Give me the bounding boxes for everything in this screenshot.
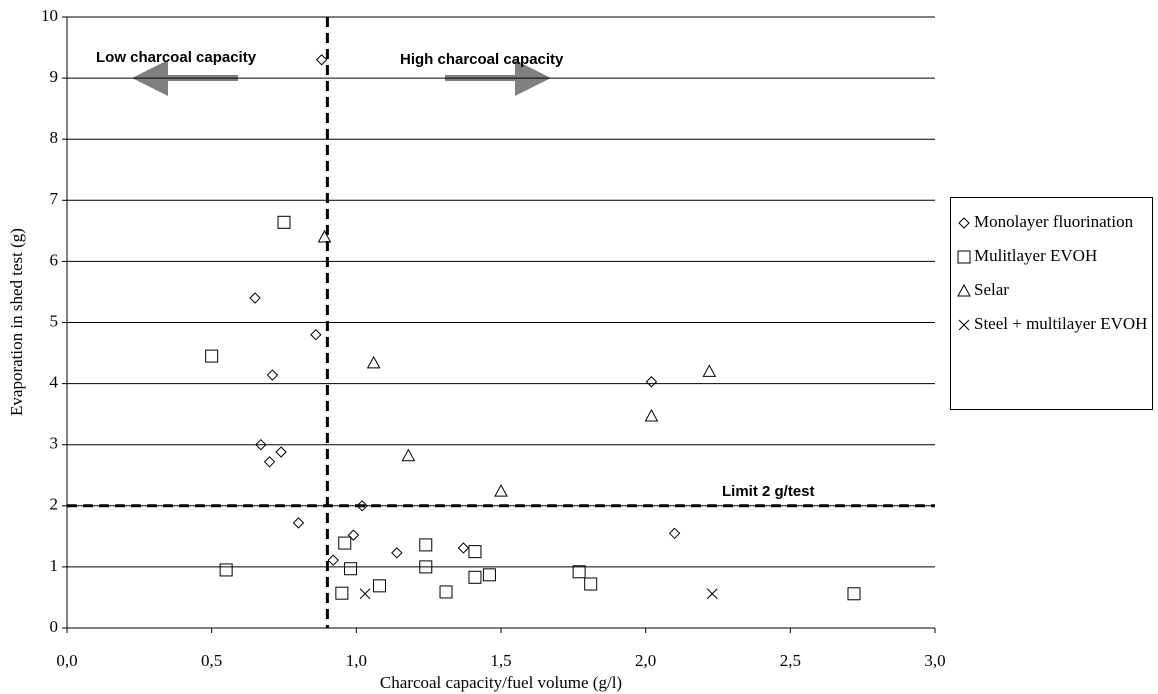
point xyxy=(468,545,482,559)
point xyxy=(401,448,416,462)
y-axis-title: Evaporation in shed test (g) xyxy=(7,228,26,416)
y-tick-label: 3 xyxy=(50,434,59,453)
point xyxy=(645,376,658,388)
legend-marker xyxy=(957,284,971,297)
point xyxy=(338,536,352,550)
annotation: High charcoal capacity xyxy=(400,51,564,68)
point xyxy=(219,563,233,577)
point xyxy=(957,250,971,264)
point xyxy=(482,568,496,582)
x-tick-label: 0,5 xyxy=(201,651,222,670)
chart: Low charcoal capacity High charcoal capa… xyxy=(7,6,945,692)
y-tick-label: 6 xyxy=(50,250,59,269)
point xyxy=(275,446,287,458)
point xyxy=(263,456,276,468)
x-tick-label: 0,0 xyxy=(56,651,77,670)
point xyxy=(391,547,403,559)
point xyxy=(315,54,328,66)
legend-item: Mulitlayer EVOH xyxy=(957,246,1148,266)
legend-marker xyxy=(957,250,971,264)
y-tick-label: 4 xyxy=(50,373,59,392)
point xyxy=(205,349,219,363)
y-tick-label: 10 xyxy=(41,6,58,25)
x-tick-label: 2,5 xyxy=(780,651,801,670)
x-tick-label: 2,0 xyxy=(635,651,656,670)
point xyxy=(266,369,279,381)
point xyxy=(958,319,970,331)
legend-label: Monolayer fluorination xyxy=(974,212,1134,231)
y-tick-label: 7 xyxy=(50,189,59,208)
point xyxy=(327,554,339,566)
legend-item: Monolayer fluorination xyxy=(957,212,1148,232)
point xyxy=(255,438,267,451)
point xyxy=(372,579,386,593)
point xyxy=(292,517,305,529)
y-tick-label: 2 xyxy=(50,495,59,514)
legend-label: Selar xyxy=(974,280,1009,299)
x-tick-label: 1,5 xyxy=(490,651,511,670)
point xyxy=(702,364,717,377)
point xyxy=(335,586,349,600)
point xyxy=(572,565,586,579)
point xyxy=(249,292,261,304)
legend-label: Mulitlayer EVOH xyxy=(974,246,1098,265)
legend-label: Steel + multilayer EVOH xyxy=(974,314,1148,333)
point xyxy=(366,355,381,369)
legend-marker xyxy=(958,217,970,229)
point xyxy=(356,500,368,512)
point xyxy=(277,215,291,229)
point xyxy=(457,542,470,554)
legend-item: Steel + multilayer EVOH xyxy=(957,314,1148,334)
point xyxy=(644,408,659,422)
point xyxy=(317,229,332,243)
legend-item: Selar xyxy=(957,280,1148,300)
point xyxy=(958,217,970,229)
legend-marker xyxy=(958,319,970,331)
point xyxy=(344,562,358,576)
y-tick-label: 0 xyxy=(50,617,59,636)
point xyxy=(347,529,360,541)
point xyxy=(419,560,433,574)
x-tick-label: 1,0 xyxy=(346,651,367,670)
x-tick-label: 3,0 xyxy=(924,651,945,670)
annotation: Limit 2 g/test xyxy=(722,483,815,500)
y-tick-label: 1 xyxy=(50,556,59,575)
point xyxy=(419,538,433,552)
y-tick-label: 9 xyxy=(50,67,59,86)
point xyxy=(706,588,718,600)
point xyxy=(468,570,482,584)
y-tick-label: 8 xyxy=(50,128,59,147)
legend: Monolayer fluorination Mulitlayer EVOH Sel… xyxy=(950,197,1153,410)
point xyxy=(957,284,971,297)
point xyxy=(439,585,453,599)
point xyxy=(359,588,371,600)
annotation: Low charcoal capacity xyxy=(96,49,257,66)
point xyxy=(584,577,598,591)
point xyxy=(494,484,508,497)
y-tick-label: 5 xyxy=(50,311,59,330)
point xyxy=(847,587,861,601)
point xyxy=(310,329,322,341)
x-axis-title: Charcoal capacity/fuel volume (g/l) xyxy=(380,673,622,692)
point xyxy=(668,527,681,540)
